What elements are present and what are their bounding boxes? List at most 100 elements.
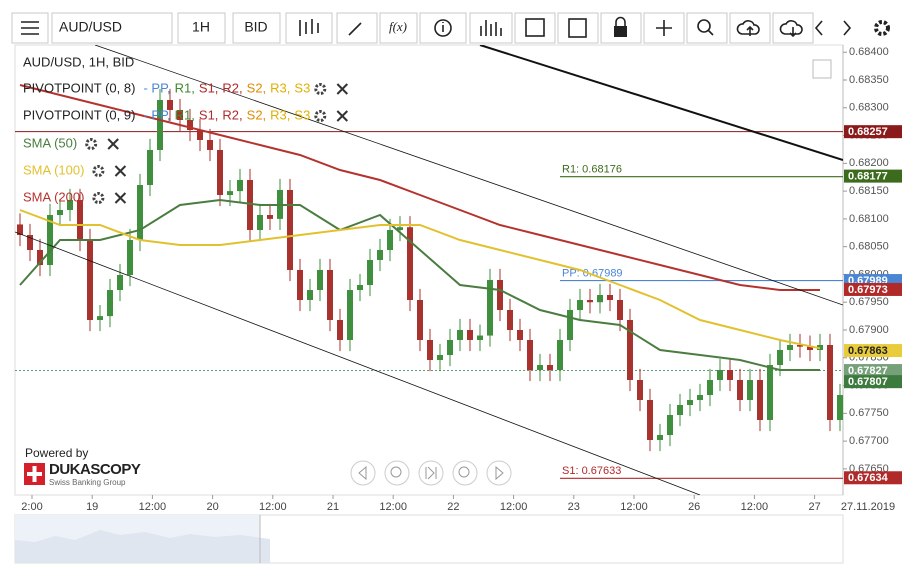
candle-body xyxy=(757,380,763,420)
symbol-text: AUD/USD xyxy=(59,19,122,35)
candle-body xyxy=(777,350,783,365)
nav-right[interactable] xyxy=(486,460,512,486)
crosshair-icon xyxy=(656,20,672,36)
chart-type-button[interactable] xyxy=(285,12,333,44)
candle-body xyxy=(447,340,453,355)
sma-name: SMA (50) xyxy=(23,135,77,150)
report-button[interactable] xyxy=(557,12,599,44)
timeframe-button[interactable] xyxy=(177,12,226,44)
candle-body xyxy=(437,355,443,360)
pivot-level-label: R1: 0.68176 xyxy=(562,164,622,176)
settings-button[interactable] xyxy=(874,20,890,36)
candle-body xyxy=(377,250,383,260)
scroll-left-button[interactable] xyxy=(814,20,823,36)
pivot-item: R3, xyxy=(270,80,290,95)
nav-zoom-out[interactable] xyxy=(384,460,410,486)
price-tag-label: 0.68257 xyxy=(848,126,888,138)
lock-icon xyxy=(614,26,627,37)
lock-shackle xyxy=(615,16,626,26)
pivot-item: R1, xyxy=(175,107,195,122)
candle-body xyxy=(517,330,523,340)
sma-line xyxy=(19,198,820,371)
pivot-name: PIVOTPOINT (0, 9) xyxy=(23,107,135,122)
candle-body xyxy=(737,380,743,400)
remove-icon[interactable] xyxy=(114,165,127,177)
candle-body xyxy=(47,215,53,265)
candle-body xyxy=(667,415,673,435)
download-button[interactable] xyxy=(772,12,814,44)
nav-zoom-in-icon xyxy=(458,466,470,478)
candle-body xyxy=(617,300,623,320)
settings-icon[interactable] xyxy=(92,165,105,177)
nav-fit-icon xyxy=(425,466,437,480)
candle-body xyxy=(697,395,703,400)
price-tag xyxy=(844,375,902,389)
settings-icon[interactable] xyxy=(92,192,105,204)
y-tick-label: 0.67900 xyxy=(849,324,889,336)
scroll-right-button[interactable] xyxy=(843,20,852,36)
candle-body xyxy=(177,110,183,120)
nav-zoom-in[interactable] xyxy=(452,460,478,486)
candle-body xyxy=(747,380,753,400)
candle-body xyxy=(267,215,273,219)
pivot-level-label: S1: 0.67633 xyxy=(562,465,621,477)
x-tick-label: 12:00 xyxy=(139,501,167,513)
settings-icon[interactable] xyxy=(314,110,327,122)
remove-icon[interactable] xyxy=(107,138,119,150)
y-tick-label: 0.68350 xyxy=(849,74,889,86)
trend-line xyxy=(15,231,701,495)
candle-body xyxy=(557,340,563,370)
y-tick-label: 0.67750 xyxy=(849,407,889,419)
zoom-button[interactable] xyxy=(686,12,728,44)
candle-body xyxy=(297,270,303,300)
expand-button[interactable] xyxy=(812,59,832,79)
price-tag xyxy=(844,364,902,378)
candle-body xyxy=(287,190,293,270)
sma-name: SMA (100) xyxy=(23,162,84,177)
candle-body xyxy=(57,210,63,215)
nav-zoom-out-icon xyxy=(390,466,402,478)
candle-body xyxy=(117,275,123,290)
remove-icon[interactable] xyxy=(336,83,349,95)
x-tick-label: 19 xyxy=(86,501,98,513)
function-button[interactable] xyxy=(379,12,418,44)
y-tick-label: 0.68150 xyxy=(849,185,889,197)
candle-body xyxy=(677,405,683,415)
candle-body xyxy=(607,295,613,300)
side-button[interactable] xyxy=(232,12,281,44)
candle-body xyxy=(427,340,433,360)
candle-body xyxy=(647,400,653,440)
pivot-item: S3 xyxy=(294,107,310,122)
price-tag xyxy=(844,125,902,139)
remove-icon[interactable] xyxy=(114,192,127,204)
settings-icon[interactable] xyxy=(85,138,98,150)
trend-lines xyxy=(15,45,843,495)
candle-body xyxy=(397,227,403,230)
logo-cross xyxy=(27,466,42,482)
x-tick-label: 2:00 xyxy=(21,501,42,513)
pivot-item: S1, xyxy=(199,80,219,95)
settings-icon[interactable] xyxy=(314,83,327,95)
nav-fit[interactable] xyxy=(418,460,444,486)
nav-left[interactable] xyxy=(350,460,376,486)
candle-body xyxy=(547,365,553,370)
pivot-item: R3, xyxy=(270,107,290,122)
calendar-button[interactable] xyxy=(514,12,556,44)
candle-body xyxy=(787,345,793,350)
candle-body xyxy=(347,290,353,340)
logo-name: DUKASCOPY xyxy=(49,461,141,478)
pivot-item: - PP, xyxy=(143,107,170,122)
logo-sub: Swiss Banking Group xyxy=(49,478,126,487)
candle-body xyxy=(717,370,723,380)
candle-body xyxy=(767,365,773,420)
upload-icon xyxy=(736,20,760,36)
legend: AUD/USD, 1H, BID PIVOTPOINT (0, 8) - PP, R… xyxy=(23,54,349,204)
candle-body xyxy=(67,200,73,210)
price-tag-label: 0.67973 xyxy=(848,284,888,296)
remove-icon[interactable] xyxy=(336,110,349,122)
y-tick-label: 0.67950 xyxy=(849,296,889,308)
symbol-field[interactable] xyxy=(51,12,173,44)
sma-line xyxy=(19,209,821,350)
menu-icon xyxy=(21,21,39,35)
info-icon xyxy=(434,19,452,37)
